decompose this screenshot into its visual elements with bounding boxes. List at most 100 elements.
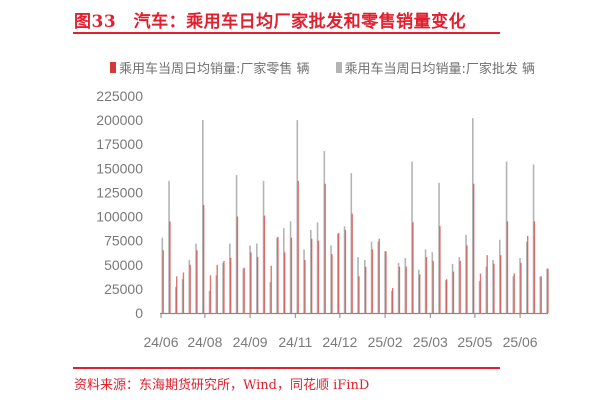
wholesale-bar (161, 237, 164, 313)
retail-bar (371, 249, 374, 313)
wholesale-bar (472, 118, 474, 313)
y-tick-label: 200000 (96, 112, 143, 128)
retail-bar (439, 226, 441, 313)
retail-bar (486, 255, 488, 313)
wholesale-bar (276, 237, 278, 313)
wholesale-bar (188, 259, 191, 313)
wholesale-bar (215, 275, 218, 313)
retail-bar (263, 215, 266, 313)
x-tick-label: 25/03 (413, 334, 448, 350)
retail-bar (358, 276, 360, 313)
wholesale-bar (310, 230, 312, 313)
retail-bar (196, 250, 198, 313)
retail-bar (209, 275, 212, 313)
wholesale-bar (296, 120, 299, 313)
wholesale-bar (195, 243, 197, 313)
wholesale-bar (208, 290, 211, 313)
retail-bar (304, 259, 306, 313)
source-rule (73, 367, 500, 369)
wholesale-bar (303, 249, 305, 313)
retail-bar (182, 272, 185, 313)
wholesale-bar (424, 249, 427, 313)
retail-bar (284, 252, 286, 313)
y-tick-label: 175000 (96, 136, 143, 152)
retail-bar (331, 254, 333, 313)
retail-bar (466, 245, 468, 313)
y-tick-label: 50000 (104, 257, 143, 273)
y-tick-label: 0 (135, 305, 143, 321)
legend-label-wholesale: 乘用车当周日均销量:厂家批发 辆 (344, 62, 536, 77)
y-tick-label: 125000 (96, 184, 143, 200)
wholesale-bar (458, 257, 461, 313)
legend-item-retail: 乘用车当周日均销量:厂家零售 辆 (110, 58, 310, 77)
wholesale-bar (377, 241, 380, 313)
wholesale-bar (222, 262, 224, 313)
retail-bar (250, 252, 252, 313)
wholesale-bar (202, 120, 204, 313)
retail-bar (479, 273, 482, 313)
wholesale-bar (242, 268, 245, 313)
wholesale-bar (168, 180, 170, 313)
y-tick-label: 75000 (104, 233, 143, 249)
retail-bar (338, 232, 340, 313)
retail-bar (243, 267, 245, 313)
wholesale-bar (269, 282, 272, 313)
retail-bar (203, 204, 205, 313)
wholesale-bar (505, 161, 508, 313)
retail-bar (419, 274, 421, 313)
y-tick-label: 225000 (96, 88, 143, 104)
legend-swatch-retail (110, 62, 116, 73)
retail-bar (311, 238, 313, 313)
retail-bar (452, 271, 455, 313)
retail-bar (365, 266, 367, 313)
retail-bar (520, 262, 522, 313)
retail-bar (533, 221, 536, 313)
wholesale-bar (492, 259, 494, 313)
retail-bar (527, 235, 529, 313)
retail-bar (236, 216, 239, 313)
wholesale-bar (465, 234, 467, 313)
retail-bar (317, 240, 320, 313)
wholesale-bar (175, 286, 177, 313)
chart-legend: 乘用车当周日均销量:厂家零售 辆 乘用车当周日均销量:厂家批发 辆 (110, 58, 535, 77)
y-tick-label: 25000 (104, 281, 143, 297)
wholesale-bar (499, 239, 501, 313)
retail-bar (176, 276, 178, 313)
wholesale-bar (330, 245, 332, 313)
x-tick-label: 24/11 (278, 334, 312, 350)
retail-bar (405, 266, 407, 313)
legend-swatch-wholesale (335, 62, 342, 73)
retail-bar (473, 183, 475, 313)
retail-bar (230, 258, 232, 313)
retail-bar (189, 264, 191, 313)
wholesale-bar (478, 281, 481, 313)
retail-bar (459, 260, 461, 313)
wholesale-bar (404, 258, 407, 313)
wholesale-bar (418, 269, 420, 313)
wholesale-bar (411, 161, 413, 313)
retail-bar (277, 236, 279, 313)
wholesale-bar (181, 279, 184, 313)
wholesale-bar (532, 164, 535, 313)
wholesale-bar (397, 262, 400, 313)
wholesale-bar (316, 222, 319, 313)
retail-bar (378, 238, 380, 313)
title-rule (73, 32, 500, 34)
retail-bar (432, 260, 434, 313)
retail-bar (223, 260, 225, 313)
retail-bar (290, 237, 293, 313)
x-tick-label: 24/12 (322, 334, 357, 350)
wholesale-bar (283, 228, 285, 313)
y-tick-label: 150000 (96, 160, 143, 176)
wholesale-bar (438, 182, 440, 313)
retail-bar (257, 257, 259, 313)
wholesale-bar (526, 241, 528, 313)
retail-bar (169, 221, 171, 313)
wholesale-bar (256, 243, 258, 313)
source-note: 资料来源：东海期货研究所，Wind，同花顺 iFinD (74, 378, 370, 393)
figure-title: 图33 汽车：乘用车日均厂家批发和零售销量变化 (74, 12, 467, 32)
retail-bar (412, 222, 414, 313)
x-tick-label: 25/05 (457, 334, 492, 350)
wholesale-bar (337, 233, 339, 313)
